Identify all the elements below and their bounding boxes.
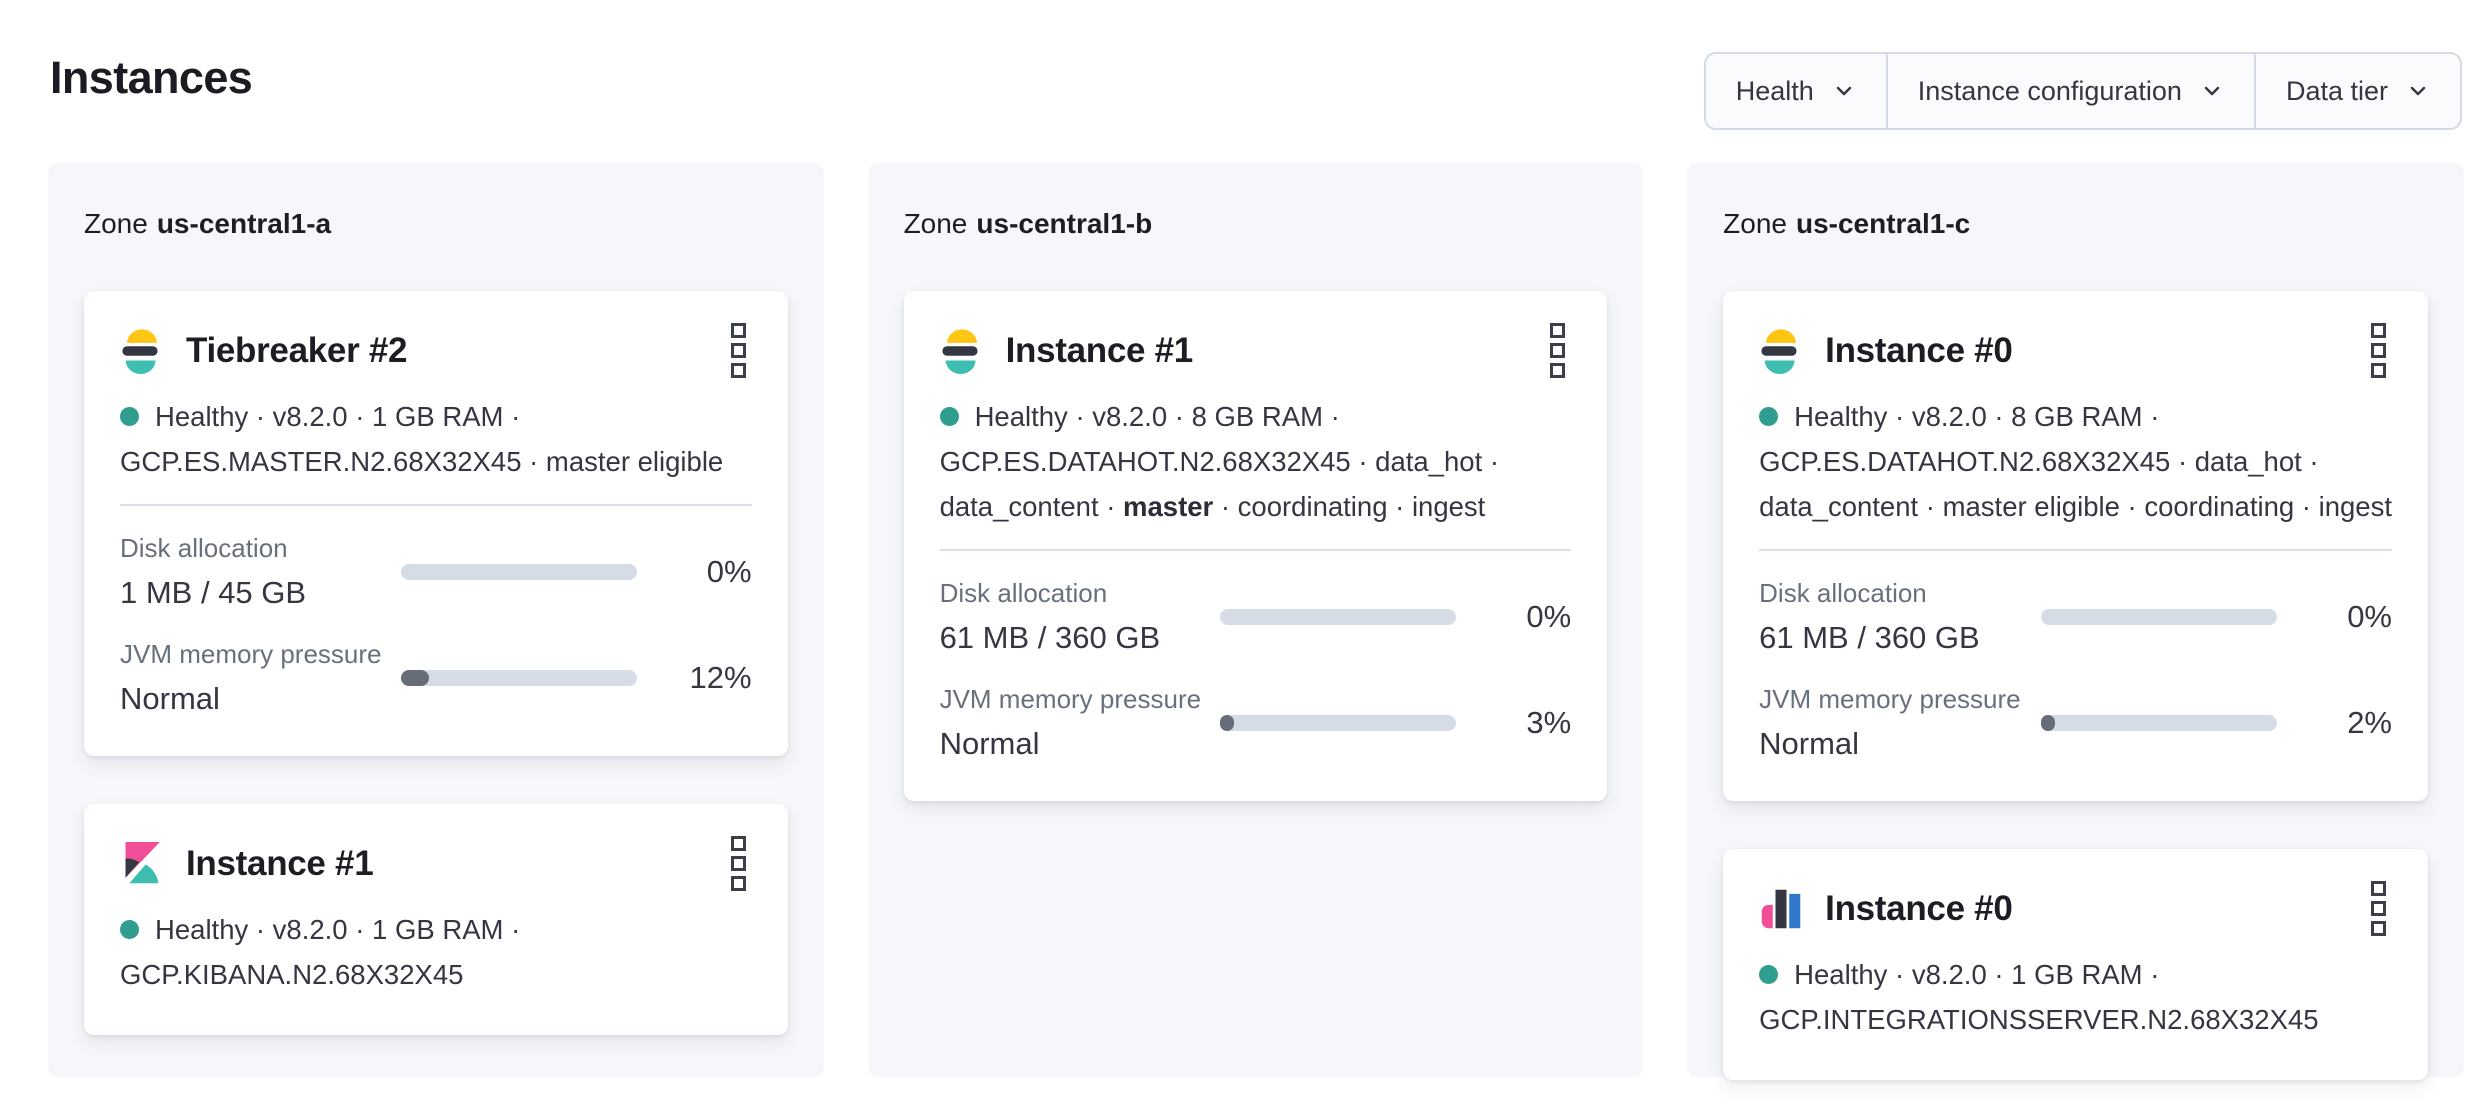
card-divider [120, 504, 752, 506]
filter-health-button[interactable]: Health [1706, 54, 1886, 128]
jvm-memory-pressure-metric: JVM memory pressure Normal 2% [1759, 683, 2392, 763]
filter-instance-configuration-button[interactable]: Instance configuration [1885, 54, 2254, 128]
instance-title: Instance #1 [1005, 330, 1194, 370]
disk-progress-bar [2041, 609, 2277, 625]
status-text: Healthy · v8.2.0 · 1 GB RAM · [155, 401, 521, 432]
metric-label: Disk allocation [120, 533, 288, 563]
metric-value: 1 MB / 45 GB [120, 575, 307, 610]
jvm-progress-bar [400, 670, 637, 686]
status-text: Healthy · v8.2.0 · 8 GB RAM · [1794, 401, 2160, 432]
status-text: GCP.INTEGRATIONSSERVER.N2.68X32X45 [1759, 1004, 2319, 1035]
zones-row: Zone us-central1-a Tiebreaker #2 [48, 163, 2464, 1080]
metric-percent: 12% [689, 660, 752, 695]
disk-allocation-metric: Disk allocation 1 MB / 45 GB 0% [120, 532, 752, 612]
status-text: Healthy · v8.2.0 · 8 GB RAM · [974, 401, 1340, 432]
metric-label: Disk allocation [939, 578, 1108, 608]
zone-panel-us-central1-a: Zone us-central1-a Tiebreaker #2 [48, 163, 824, 1077]
elasticsearch-logo-icon [1759, 328, 1803, 374]
instance-actions-kebab-button[interactable] [1544, 319, 1571, 382]
instance-title: Tiebreaker #2 [186, 330, 408, 370]
instance-status: Healthy · v8.2.0 · 1 GB RAM · GCP.INTEGR… [1759, 952, 2392, 1042]
metric-percent: 0% [706, 554, 752, 589]
jvm-progress-bar [1220, 715, 1457, 731]
status-text: Healthy · v8.2.0 · 1 GB RAM · [1794, 959, 2160, 990]
disk-progress-bar [1220, 609, 1457, 625]
card-divider [939, 549, 1572, 551]
jvm-memory-pressure-metric: JVM memory pressure Normal 3% [940, 683, 1572, 763]
chevron-down-icon [2204, 86, 2220, 96]
disk-allocation-metric: Disk allocation 61 MB / 360 GB 0% [1759, 577, 2392, 657]
instance-title: Instance #0 [1825, 888, 2013, 928]
kibana-logo-icon [120, 841, 164, 887]
metric-value: 61 MB / 360 GB [1759, 620, 1980, 655]
filter-group: Health Instance configuration Data tier [1703, 52, 2462, 130]
metric-label: JVM memory pressure [1759, 684, 2021, 714]
status-text: data_content · master eligible · coordin… [1759, 491, 2392, 522]
instance-card-integrations-server-0: Instance #0 Healthy · v8.2.0 · 1 GB RAM … [1723, 849, 2428, 1080]
status-text: GCP.ES.MASTER.N2.68X32X45 · master eligi… [120, 446, 724, 477]
metric-label: JVM memory pressure [939, 684, 1202, 714]
master-role-bold: master [1123, 491, 1214, 522]
integrations-server-logo-icon [1759, 886, 1803, 932]
card-divider [1759, 549, 2392, 551]
metric-label: JVM memory pressure [120, 639, 382, 669]
instance-card-es-0: Instance #0 Healthy · v8.2.0 · 8 GB RAM … [1723, 291, 2428, 801]
metric-value: Normal [939, 726, 1040, 761]
status-text: GCP.ES.DATAHOT.N2.68X32X45 · data_hot · [1759, 446, 2319, 477]
filter-data-tier-label: Data tier [2285, 75, 2388, 106]
instance-card-tiebreaker-2: Tiebreaker #2 Healthy · v8.2.0 · 1 GB RA… [84, 291, 788, 756]
instance-actions-kebab-button[interactable] [725, 832, 752, 895]
zone-label: Zone us-central1-a [84, 208, 332, 239]
instance-title: Instance #1 [186, 843, 374, 883]
filter-instance-configuration-label: Instance configuration [1917, 75, 2182, 106]
zone-label: Zone us-central1-b [903, 208, 1153, 239]
elasticsearch-logo-icon [940, 328, 984, 374]
elasticsearch-logo-icon [120, 328, 164, 374]
progress-fill [2041, 715, 2055, 731]
healthy-status-dot-icon [120, 407, 139, 426]
metric-percent: 2% [2347, 705, 2392, 740]
filter-data-tier-button[interactable]: Data tier [2253, 54, 2460, 128]
instance-actions-kebab-button[interactable] [2365, 877, 2392, 940]
progress-fill [1220, 715, 1235, 731]
status-text: Healthy · v8.2.0 · 1 GB RAM · [155, 914, 521, 945]
zone-panel-us-central1-b: Zone us-central1-b Instance #1 [867, 163, 1644, 1077]
instance-status: Healthy · v8.2.0 · 1 GB RAM · GCP.ES.MAS… [120, 394, 752, 484]
status-text: data_content · master · coordinating · i… [939, 491, 1486, 522]
chevron-down-icon [1836, 86, 1851, 96]
status-text: GCP.ES.DATAHOT.N2.68X32X45 · data_hot · [939, 446, 1500, 477]
disk-allocation-metric: Disk allocation 61 MB / 360 GB 0% [940, 577, 1572, 657]
instance-title: Instance #0 [1825, 330, 2013, 370]
metric-value: Normal [1759, 726, 1860, 761]
zone-panel-us-central1-c: Zone us-central1-c Instance #0 [1687, 163, 2464, 1080]
instance-status: Healthy · v8.2.0 · 8 GB RAM · GCP.ES.DAT… [939, 394, 1572, 529]
instance-actions-kebab-button[interactable] [2365, 319, 2392, 382]
jvm-memory-pressure-metric: JVM memory pressure Normal 12% [120, 638, 752, 718]
disk-progress-bar [400, 564, 637, 580]
instance-status: Healthy · v8.2.0 · 8 GB RAM · GCP.ES.DAT… [1759, 394, 2392, 529]
metric-percent: 3% [1526, 705, 1572, 740]
filter-health-label: Health [1735, 75, 1814, 106]
healthy-status-dot-icon [120, 920, 139, 939]
status-text: GCP.KIBANA.N2.68X32X45 [120, 959, 464, 990]
instance-actions-kebab-button[interactable] [725, 319, 752, 382]
healthy-status-dot-icon [939, 407, 959, 426]
page-title: Instances [50, 52, 253, 103]
zone-label: Zone us-central1-c [1723, 208, 1971, 239]
metric-percent: 0% [1526, 599, 1572, 634]
instance-card-es-1: Instance #1 Healthy · v8.2.0 · 8 GB RAM … [903, 291, 1608, 801]
metric-label: Disk allocation [1759, 578, 1927, 608]
progress-fill [400, 670, 429, 686]
chevron-down-icon [2410, 86, 2426, 96]
healthy-status-dot-icon [1759, 965, 1779, 984]
metric-percent: 0% [2347, 599, 2392, 634]
metric-value: 61 MB / 360 GB [939, 620, 1161, 655]
healthy-status-dot-icon [1759, 407, 1779, 426]
instance-card-kibana-1: Instance #1 Healthy · v8.2.0 · 1 GB RAM … [84, 804, 788, 1035]
metric-value: Normal [120, 681, 220, 716]
jvm-progress-bar [2041, 715, 2277, 731]
instance-status: Healthy · v8.2.0 · 1 GB RAM · GCP.KIBANA… [120, 907, 752, 997]
